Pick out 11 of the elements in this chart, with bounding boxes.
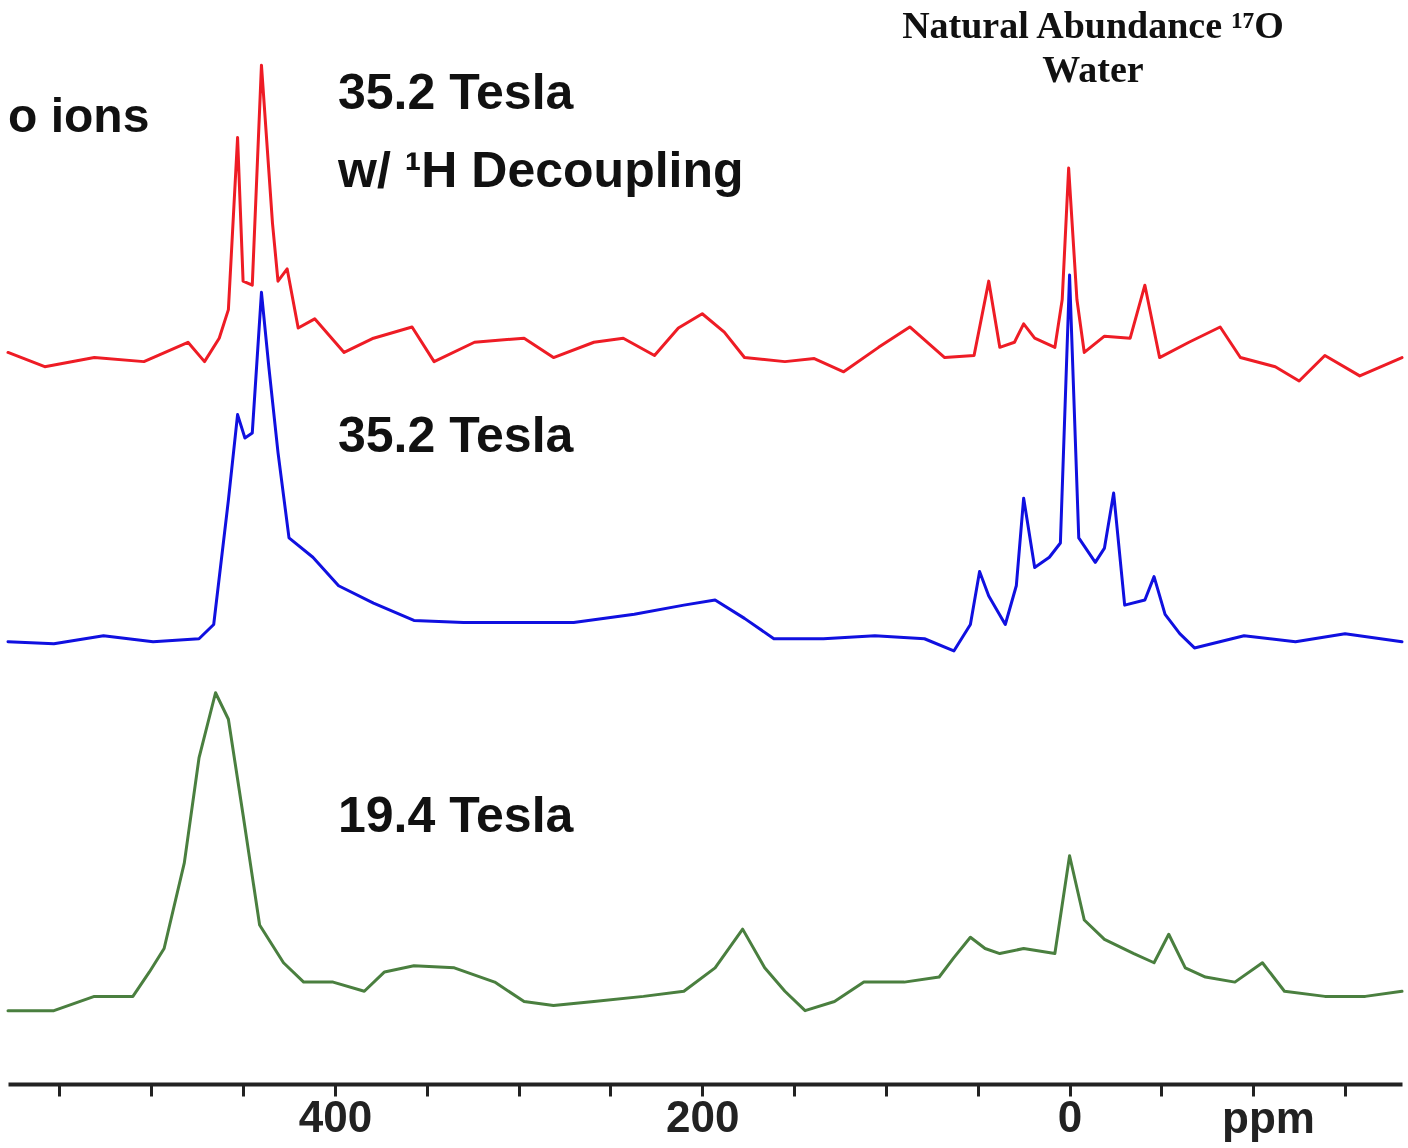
annotation: 19.4 Tesla bbox=[338, 787, 575, 843]
x-tick-label: 0 bbox=[1057, 1091, 1083, 1141]
x-tick-label: 200 bbox=[666, 1091, 740, 1141]
x-tick-label: 400 bbox=[298, 1091, 373, 1141]
annotation: w/ ¹H Decoupling bbox=[337, 142, 744, 198]
text: Natural Abundance ¹⁷O bbox=[902, 4, 1284, 46]
annotation: 35.2 Tesla bbox=[338, 64, 575, 120]
annotation: o ions bbox=[8, 89, 150, 142]
x-axis-title: ppm bbox=[1222, 1092, 1315, 1142]
annotation: Water bbox=[1042, 48, 1144, 90]
annotation: 35.2 Tesla bbox=[338, 407, 575, 463]
